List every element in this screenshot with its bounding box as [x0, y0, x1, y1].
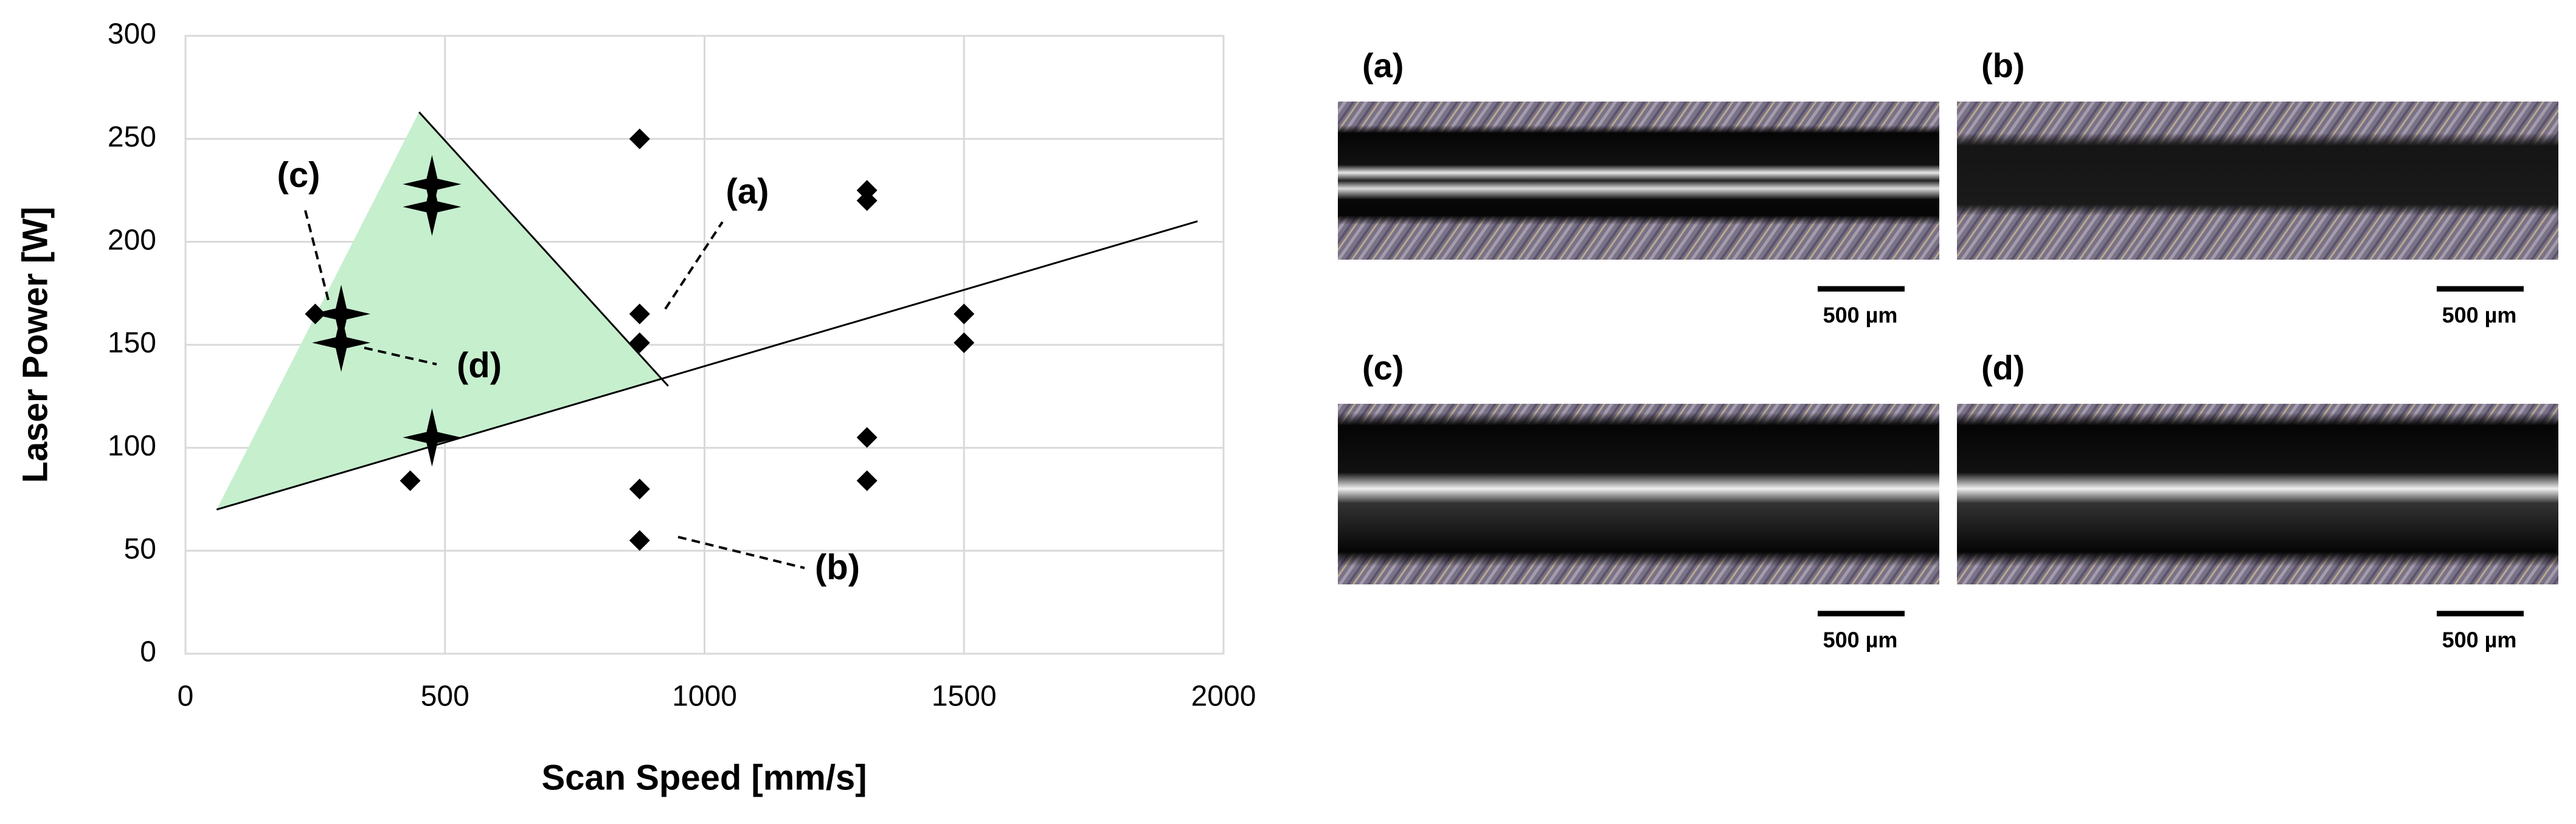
scale-bar-label: 500 µm	[1823, 303, 1898, 328]
annotation-leader	[304, 210, 330, 301]
panel-label: (b)	[1981, 46, 2025, 85]
diamond-marker	[954, 332, 975, 353]
boundary-line	[216, 220, 1198, 511]
boundary-line	[418, 111, 669, 387]
diamond-marker	[856, 470, 878, 491]
y-tick-label: 250	[108, 121, 156, 153]
diamond-marker	[629, 303, 650, 325]
y-tick-label: 200	[108, 224, 156, 256]
process-window	[216, 112, 662, 510]
diamond-marker	[629, 530, 650, 551]
star-marker	[312, 313, 371, 372]
x-tick-label: 2000	[1191, 680, 1256, 713]
y-tick-label: 300	[108, 18, 156, 50]
diamond-marker	[954, 303, 975, 325]
star-marker	[403, 178, 462, 237]
x-tick-label: 1500	[932, 680, 997, 713]
annotation: (a)	[726, 171, 769, 211]
annotation-leader	[364, 347, 437, 365]
scale-bar-label: 500 µm	[2442, 303, 2517, 328]
panel-label: (d)	[1981, 348, 2025, 387]
annotation: (c)	[277, 155, 320, 195]
scale-bar-label: 500 µm	[1823, 628, 1898, 653]
diamond-marker	[856, 427, 878, 448]
panel-label: (a)	[1362, 46, 1404, 85]
annotation-leader	[677, 536, 805, 569]
x-axis-title: Scan Speed [mm/s]	[541, 758, 867, 797]
star-marker	[403, 408, 462, 467]
melt-track	[1957, 102, 2558, 260]
diamond-marker	[629, 128, 650, 150]
scale-bar-label: 500 µm	[2442, 628, 2517, 653]
y-tick-label: 100	[108, 430, 156, 462]
y-tick-label: 50	[124, 533, 156, 565]
y-axis-title: Laser Power [W]	[15, 207, 55, 483]
x-tick-label: 1000	[672, 680, 737, 713]
diamond-marker	[400, 470, 421, 491]
melt-track	[1338, 404, 1939, 584]
melt-track	[1957, 404, 2558, 584]
y-tick-label: 150	[108, 327, 156, 359]
micrograph-panel	[1957, 404, 2558, 584]
y-tick-label: 0	[140, 636, 156, 668]
diamond-marker	[856, 190, 878, 211]
diamond-marker	[629, 332, 650, 353]
annotation: (d)	[457, 345, 502, 385]
micrograph-panel	[1957, 102, 2558, 260]
x-tick-label: 0	[178, 680, 194, 713]
plot-frame	[184, 35, 1225, 655]
melt-track	[1338, 102, 1939, 260]
micrograph-panel	[1338, 404, 1939, 584]
x-tick-label: 500	[421, 680, 469, 713]
annotation-leader	[664, 221, 724, 310]
micrograph-panel	[1338, 102, 1939, 260]
diamond-marker	[629, 479, 650, 500]
panel-label: (c)	[1362, 348, 1404, 387]
annotation: (b)	[815, 547, 860, 587]
